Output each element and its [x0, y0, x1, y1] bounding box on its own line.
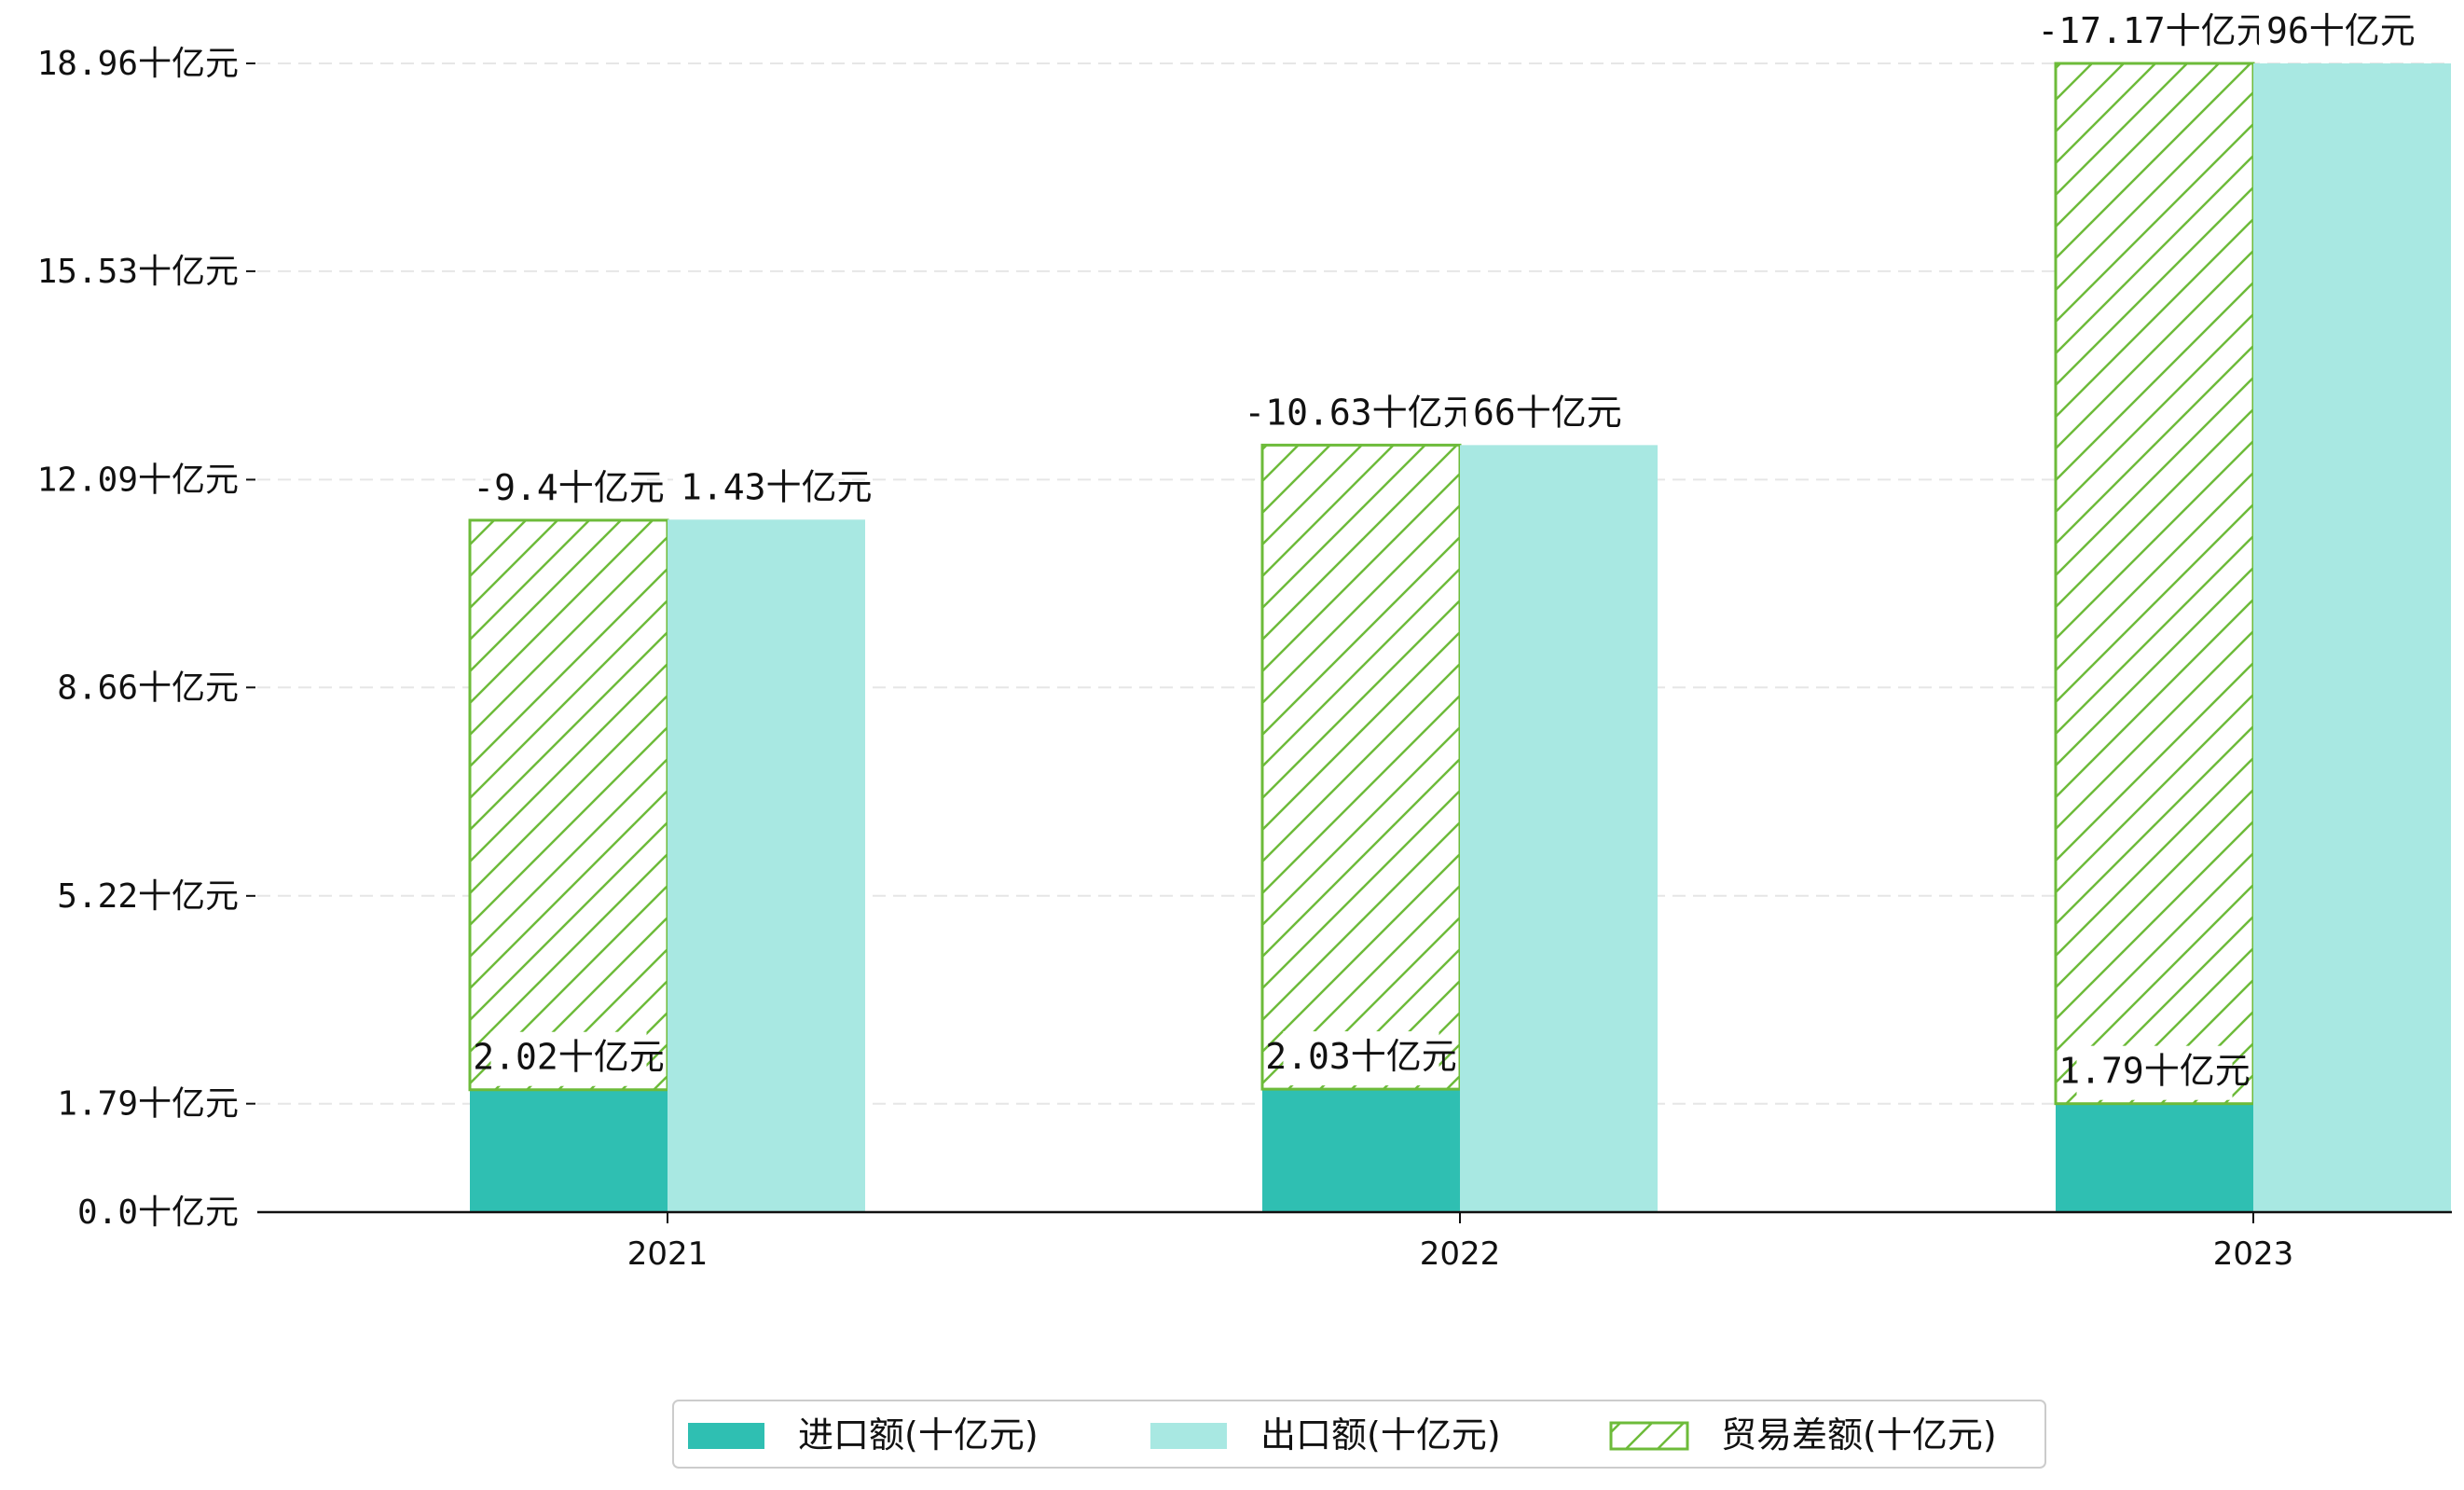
legend: 进口额(十亿元) 出口额(十亿元) 贸易差额(十亿元): [672, 1400, 2046, 1469]
trade-diff-value-label-group: -9.4十亿元: [473, 462, 665, 517]
trade-diff-value-label-group: -17.17十亿元: [2037, 6, 2272, 60]
import-bar: [1262, 1089, 1460, 1212]
trade-diff-bar: [468, 518, 669, 1092]
trade-diff-value-label: -10.63十亿元: [1244, 392, 1478, 433]
import-value-label: 2.02十亿元: [473, 1037, 665, 1078]
legend-swatch: [1150, 1423, 1227, 1449]
trade-diff-value-label: -9.4十亿元: [473, 467, 665, 508]
import-bar: [470, 1089, 668, 1212]
y-tick-label: 18.96十亿元: [37, 45, 239, 83]
export-bar: [1460, 445, 1658, 1213]
x-tick-label: 2022: [1420, 1235, 1501, 1273]
import-value-label: 2.03十亿元: [1265, 1036, 1457, 1077]
import-value-label-bg: [1283, 1031, 1439, 1086]
trade-diff-bar: [2054, 62, 2255, 1106]
x-tick-label: 2021: [627, 1235, 709, 1273]
export-value-label-group: 96十亿元: [2259, 6, 2416, 60]
y-tick-label: 15.53十亿元: [37, 253, 239, 291]
trade-diff-value-label-group: -10.63十亿元: [1244, 387, 1479, 442]
import-value-label-bg: [490, 1031, 647, 1086]
y-tick-label: 12.09十亿元: [37, 461, 239, 499]
export-value-label: 96十亿元: [2266, 10, 2416, 51]
import-value-label-group: 2.03十亿元: [1265, 1031, 1457, 1086]
trade-diff-value-label-bg: [1263, 387, 1459, 442]
y-tick-label: 1.79十亿元: [57, 1085, 239, 1124]
export-value-label-group: 66十亿元: [1466, 387, 1622, 442]
import-value-label-bg: [2076, 1045, 2233, 1100]
export-value-label-bg: [673, 462, 829, 517]
trade-diff-value-label: -17.17十亿元: [2037, 10, 2271, 51]
import-value-label-group: 2.02十亿元: [473, 1031, 665, 1086]
export-bar: [668, 519, 865, 1212]
legend-swatch: [688, 1423, 764, 1449]
x-axis: 2021 2022 2023: [257, 1210, 2452, 1273]
import-bar: [2056, 1103, 2253, 1212]
trade-diff-value-label-bg: [490, 462, 647, 517]
export-value-label-bg: [2259, 6, 2375, 60]
legend-box: [672, 1400, 2046, 1469]
export-value-label-bg: [1466, 387, 1582, 442]
legend-swatch: [1609, 1421, 1689, 1451]
export-value-label: 66十亿元: [1473, 392, 1622, 433]
import-value-label: 1.79十亿元: [2058, 1051, 2251, 1092]
trade-diff-bar: [1260, 443, 1462, 1091]
y-tick-label: 0.0十亿元: [77, 1193, 239, 1232]
legend-label: 贸易差额(十亿元): [1721, 1414, 1997, 1456]
bars: [468, 62, 2451, 1213]
export-bar: [2253, 63, 2451, 1212]
export-value-label: 1.43十亿元: [681, 466, 873, 507]
export-value-label-group: 1.43十亿元: [673, 462, 873, 517]
y-tick-label: 5.22十亿元: [57, 877, 239, 916]
y-tick-label: 8.66十亿元: [57, 669, 239, 707]
import-value-label-group: 1.79十亿元: [2058, 1045, 2251, 1100]
legend-label: 进口额(十亿元): [798, 1414, 1039, 1456]
data-labels: 2.02十亿元 -9.4十亿元 1.43十亿元 2.03十亿元 -10.63十亿元66十…: [473, 6, 2416, 1100]
y-axis: 0.0十亿元 1.79十亿元 5.22十亿元 8.66十亿元 12.09十亿元 15.53…: [37, 45, 255, 1232]
x-tick-label: 2023: [2213, 1235, 2294, 1273]
legend-label: 出口额(十亿元): [1260, 1414, 1501, 1456]
trade-diff-value-label-bg: [2057, 6, 2252, 60]
